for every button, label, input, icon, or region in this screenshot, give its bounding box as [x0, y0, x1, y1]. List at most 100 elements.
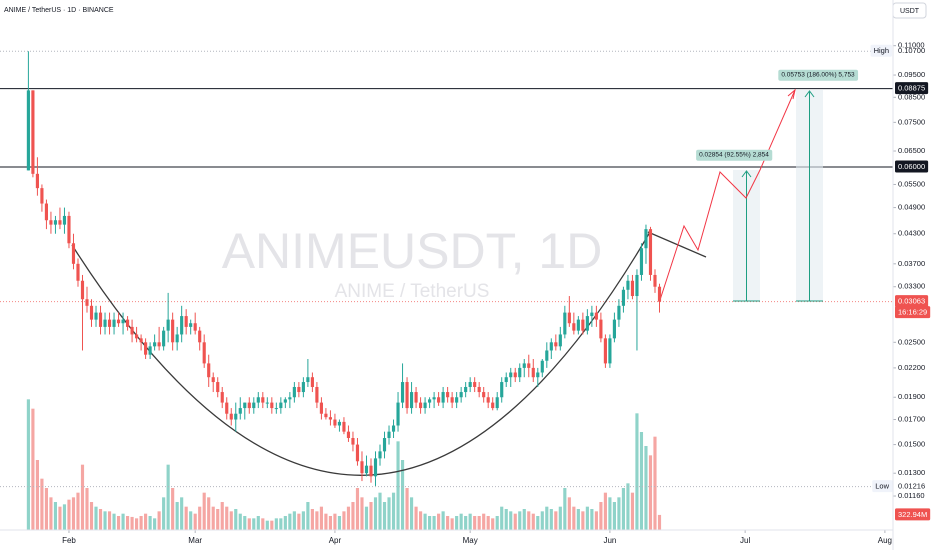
volume-bar [531, 513, 535, 530]
candle-body [315, 386, 319, 403]
candle-body [166, 319, 170, 331]
volume-bar [468, 513, 472, 530]
high-name-box [870, 44, 892, 57]
volume-bar [292, 511, 296, 530]
y-tick-label: 0.03700 [898, 259, 925, 268]
volume-bar [103, 511, 107, 530]
candle-body [639, 248, 644, 275]
candle-body [482, 392, 486, 398]
candle-body [581, 319, 585, 331]
volume-bar [391, 492, 396, 530]
volume-bar [98, 509, 103, 530]
volume-bar [387, 497, 391, 530]
high-value: 0.10700 [898, 46, 925, 55]
candle-body [130, 326, 134, 335]
volume-bar [35, 460, 39, 530]
level-label-box [895, 160, 929, 173]
candle-body [450, 397, 454, 403]
volume-last-label: 322.94M [898, 510, 927, 519]
candle-body [432, 397, 436, 400]
candle-body [414, 392, 418, 403]
candle-body [572, 323, 576, 331]
candle-body [98, 312, 103, 327]
volume-bar [279, 518, 283, 530]
last-price-label-box [895, 295, 929, 308]
x-tick-label: Apr [329, 536, 342, 545]
volume-bar [184, 506, 188, 530]
volume-bar [139, 516, 143, 530]
candle-body [292, 386, 296, 398]
candle-body [373, 458, 378, 477]
y-tick-label: 0.01700 [898, 415, 925, 424]
candle-body [107, 319, 112, 327]
candle-body [198, 330, 202, 343]
countdown-label: 16:16:29 [898, 308, 927, 317]
volume-bar [283, 516, 287, 530]
y-tick-label: 0.05500 [898, 179, 925, 188]
candle-body [301, 382, 305, 393]
volume-bar [265, 520, 269, 530]
candle-body [310, 377, 314, 387]
candle-body [491, 402, 495, 409]
volume-bar [360, 497, 364, 530]
projection-arrow-head [787, 88, 796, 100]
volume-bar [319, 506, 323, 530]
volume-bar [495, 516, 499, 530]
volume-bar [599, 502, 603, 530]
volume-bar [153, 518, 157, 530]
volume-bar [238, 513, 242, 530]
volume-bar [644, 446, 648, 530]
candle-body [558, 334, 562, 347]
candle-body [270, 402, 274, 409]
volume-bar [198, 506, 202, 530]
measure-label: 0.05753 (186.00%) 5,753 [781, 72, 855, 79]
y-tick-label: 0.02500 [898, 337, 925, 346]
candle-body [477, 386, 481, 393]
volume-bar [477, 516, 481, 530]
volume-bar [522, 509, 526, 530]
volume-bar [261, 518, 265, 530]
x-tick-label: Jun [603, 536, 616, 545]
candle-body [626, 280, 630, 290]
volume-bar [549, 509, 553, 530]
candle-body [378, 451, 382, 459]
volume-bar [234, 509, 238, 530]
candle-body [644, 229, 648, 249]
candle-body [648, 229, 653, 275]
y-tick-label: 0.11000 [898, 41, 925, 50]
volume-bar [274, 518, 278, 530]
candle-body [527, 363, 531, 368]
candle-body [360, 461, 364, 474]
volume-bar [373, 497, 378, 530]
candle-body [157, 342, 161, 347]
volume-bar [162, 497, 166, 530]
volume-bar [211, 506, 215, 530]
candle-body [49, 220, 53, 225]
candle-body [603, 338, 607, 364]
volume-bar [432, 516, 436, 530]
volume-bar [509, 511, 513, 530]
volume-bar [572, 506, 576, 530]
candle-body [229, 413, 233, 420]
candle-body [76, 263, 80, 281]
volume-bar [500, 506, 504, 530]
candle-body [103, 319, 107, 327]
candle-body [238, 408, 242, 414]
candle-body [216, 382, 220, 393]
y-tick-label: 0.04900 [898, 203, 925, 212]
volume-bar [382, 502, 387, 530]
candle-body [509, 372, 513, 378]
volume-bar [112, 513, 116, 530]
candle-body [247, 402, 251, 409]
candle-body [563, 312, 567, 335]
candle-body [391, 425, 396, 432]
currency-label[interactable]: USDT [900, 8, 920, 15]
candle-body [44, 203, 49, 221]
projection-path [659, 89, 796, 301]
volume-bar [202, 492, 206, 530]
candle-body [369, 465, 373, 477]
y-tick-label: 0.02200 [898, 363, 925, 372]
volume-bar [256, 516, 260, 530]
